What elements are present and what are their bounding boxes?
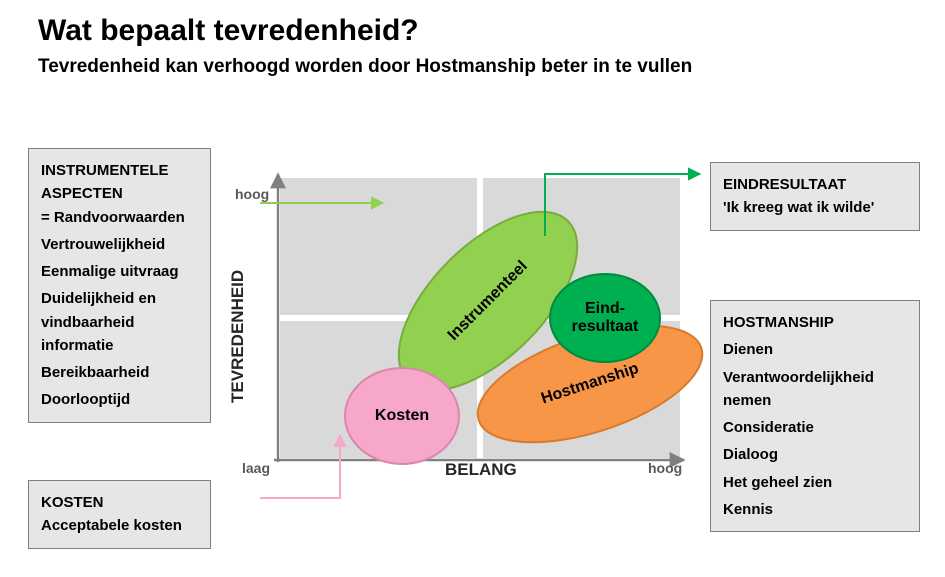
page-title: Wat bepaalt tevredenheid?	[38, 14, 419, 48]
box-instrumentele-heading: INSTRUMENTELE ASPECTEN	[41, 159, 198, 206]
box-hostmanship-item: Kennis	[723, 498, 907, 521]
box-kosten-heading: KOSTEN	[41, 491, 198, 514]
box-eindresultaat: EINDRESULTAAT 'Ik kreeg wat ik wilde'	[710, 162, 920, 231]
axis-y-high: hoog	[235, 186, 269, 202]
box-hostmanship-item: Dienen	[723, 338, 907, 361]
svg-text:Kosten: Kosten	[375, 407, 429, 424]
axis-x-high: hoog	[648, 460, 682, 476]
box-eindresultaat-item: 'Ik kreeg wat ik wilde'	[723, 196, 907, 219]
quadrant-chart: InstrumenteelHostmanshipEind-resultaatKo…	[220, 148, 690, 488]
box-hostmanship-item: Verantwoordelijkheid nemen	[723, 366, 907, 413]
box-instrumentele-item: Eenmalige uitvraag	[41, 260, 198, 283]
box-hostmanship: HOSTMANSHIP Dienen Verantwoordelijkheid …	[710, 300, 920, 532]
box-hostmanship-item: Het geheel zien	[723, 471, 907, 494]
box-eindresultaat-heading: EINDRESULTAAT	[723, 173, 907, 196]
box-instrumentele-item: Vertrouwelijkheid	[41, 233, 198, 256]
box-instrumentele: INSTRUMENTELE ASPECTEN = Randvoorwaarden…	[28, 148, 211, 423]
box-kosten: KOSTEN Acceptabele kosten	[28, 480, 211, 549]
svg-text:Eind-: Eind-	[585, 300, 625, 317]
box-instrumentele-item: Doorlooptijd	[41, 388, 198, 411]
page-subtitle: Tevredenheid kan verhoogd worden door Ho…	[38, 56, 692, 78]
box-instrumentele-item: Bereikbaarheid	[41, 361, 198, 384]
axis-y-title: TEVREDENHEID	[228, 270, 248, 403]
box-hostmanship-heading: HOSTMANSHIP	[723, 311, 907, 334]
svg-text:resultaat: resultaat	[572, 318, 639, 335]
box-instrumentele-item: Duidelijkheid en vindbaarheid informatie	[41, 287, 198, 357]
axis-origin-low: laag	[242, 460, 270, 476]
box-hostmanship-item: Dialoog	[723, 443, 907, 466]
box-kosten-item: Acceptabele kosten	[41, 514, 198, 537]
axis-x-title: BELANG	[445, 460, 517, 480]
box-hostmanship-item: Consideratie	[723, 416, 907, 439]
box-instrumentele-sub: = Randvoorwaarden	[41, 206, 198, 229]
